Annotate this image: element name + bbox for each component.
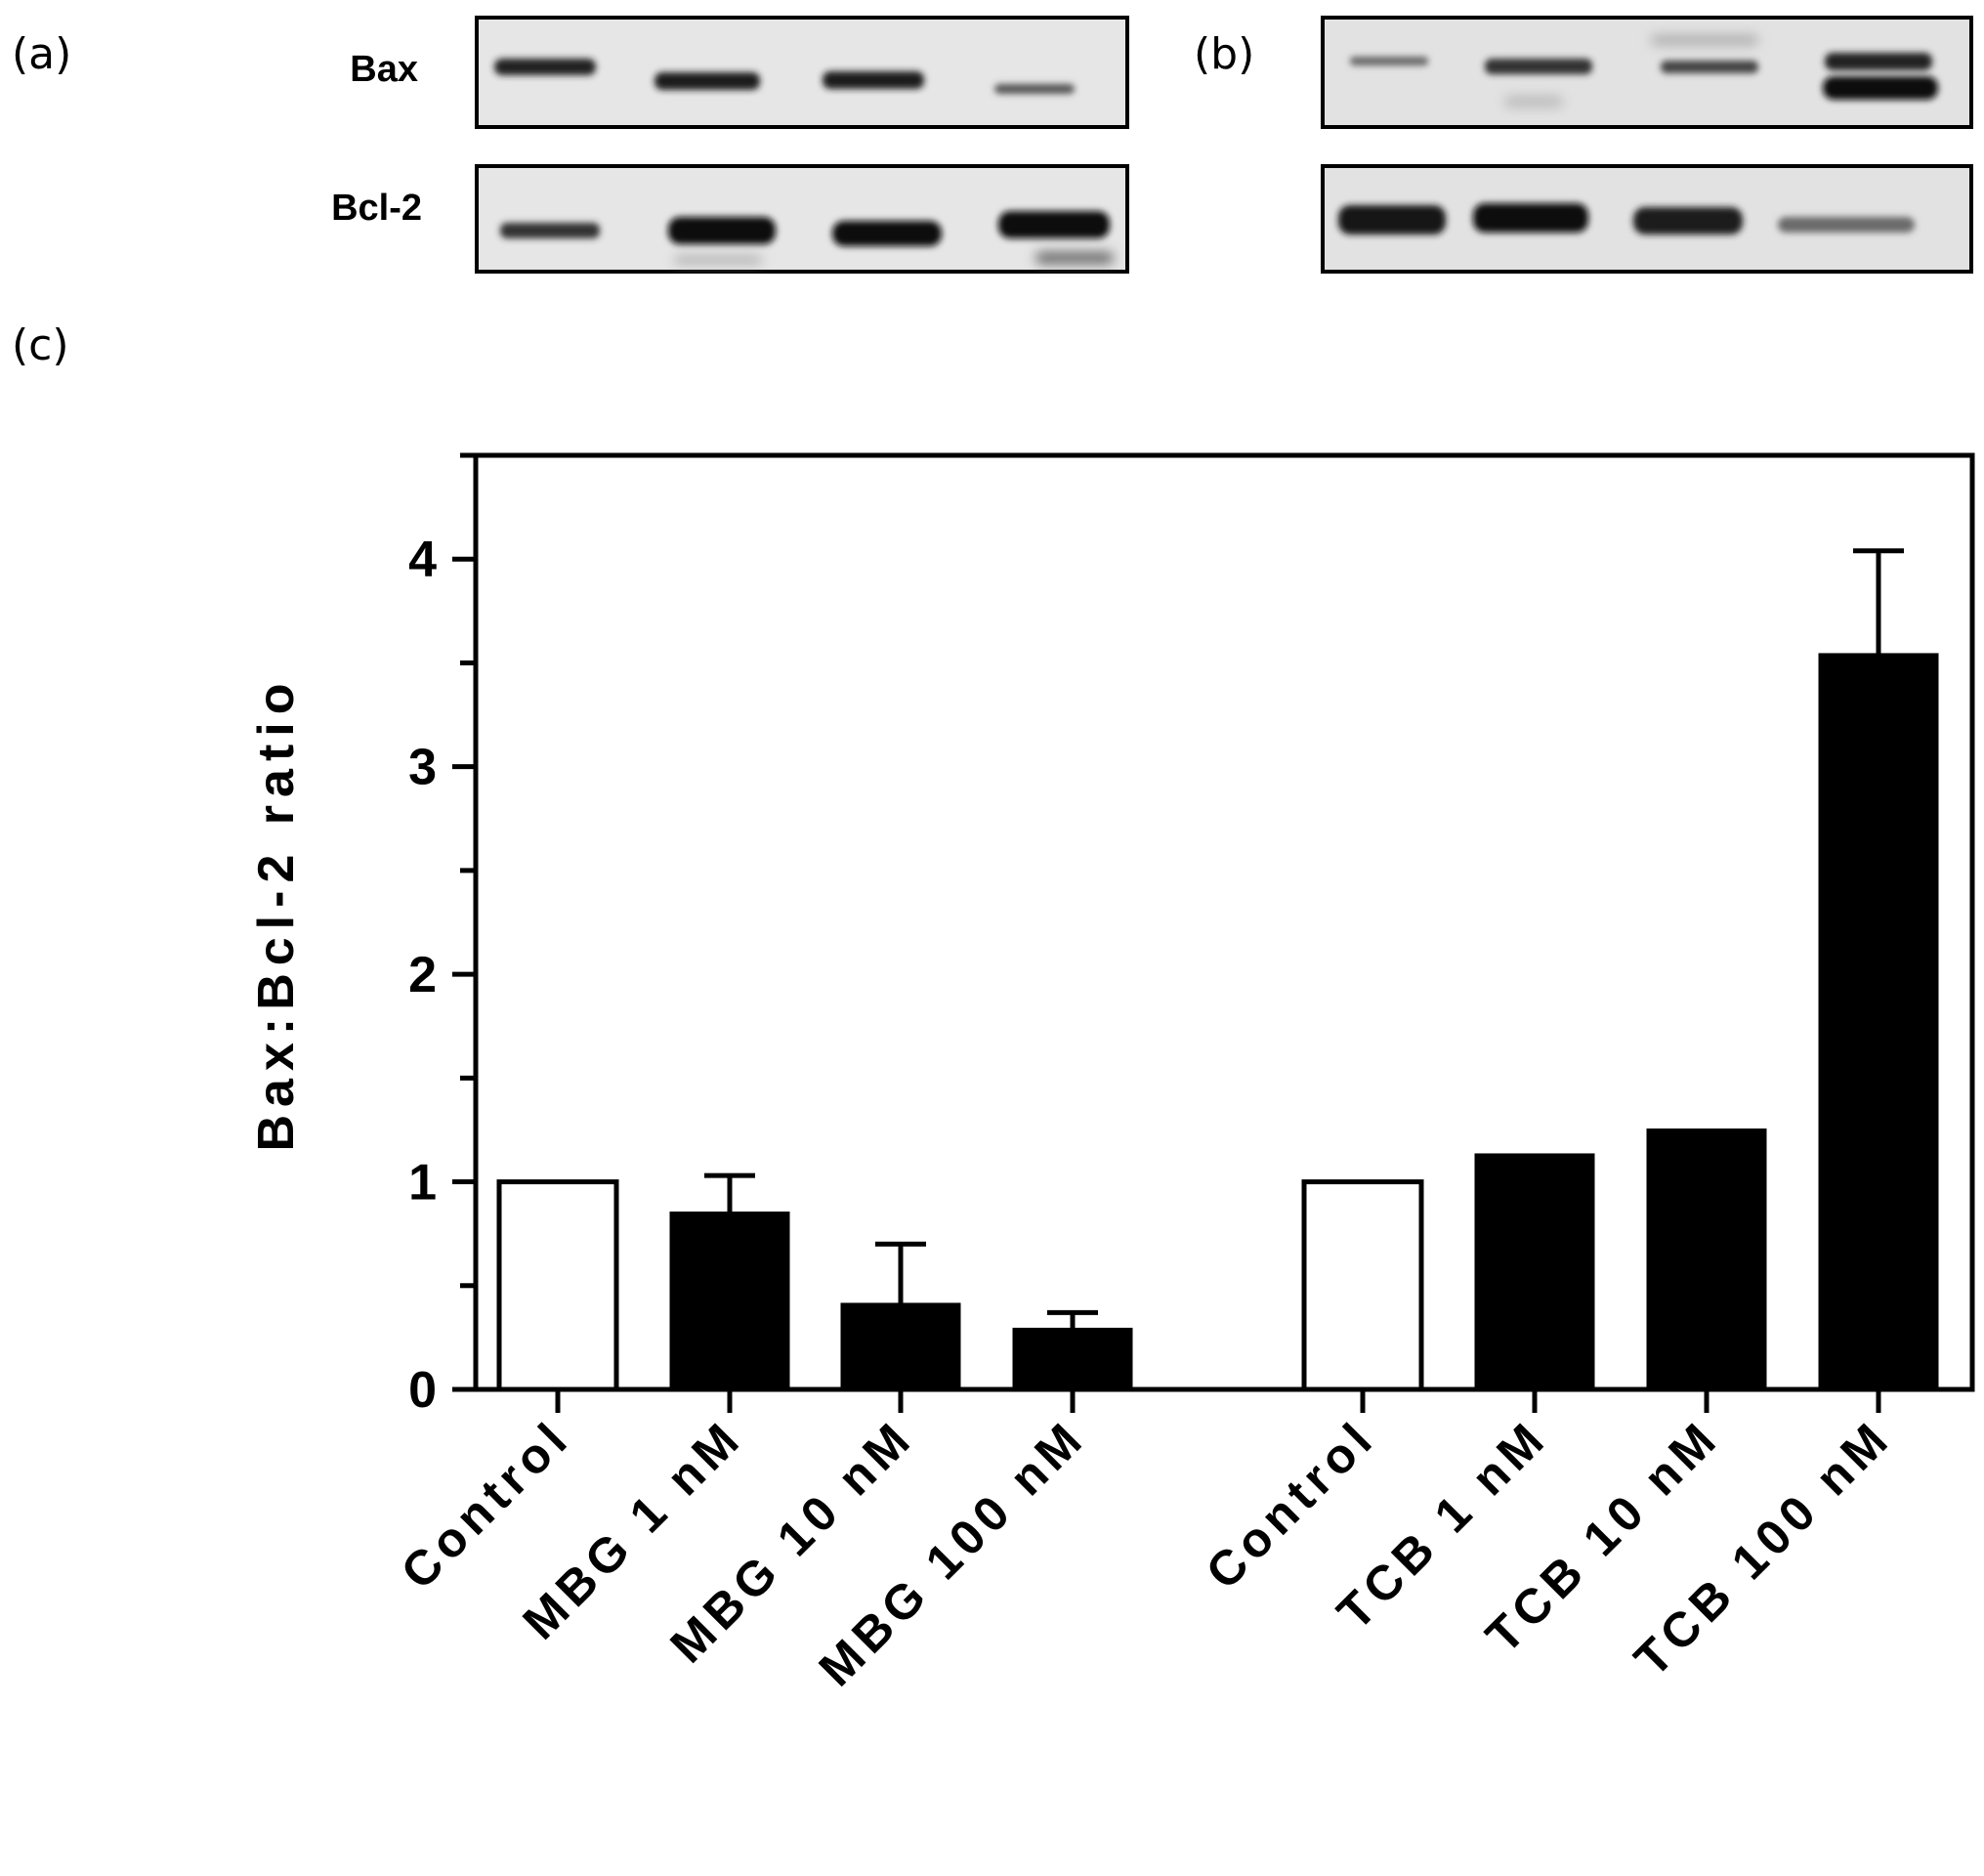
band (1823, 76, 1938, 100)
panel-label-b: (b) (1194, 29, 1254, 79)
bar (669, 1211, 790, 1391)
blot-a-bax (475, 16, 1129, 129)
bar (840, 1302, 961, 1391)
bar (1818, 653, 1939, 1391)
y-tick-label: 0 (408, 1362, 437, 1419)
blot-b-bax (1321, 16, 1973, 129)
band (668, 217, 776, 244)
band (1661, 61, 1758, 73)
band (1338, 205, 1446, 234)
band (500, 223, 600, 238)
plot-frame (473, 452, 1975, 1392)
band (1473, 203, 1588, 233)
band (1633, 207, 1743, 234)
blot-label-bcl2: Bcl-2 (331, 188, 422, 229)
bar (1474, 1153, 1595, 1391)
blot-label-bax: Bax (350, 49, 418, 90)
band (1825, 53, 1932, 70)
band (998, 211, 1110, 238)
y-tick-label: 4 (408, 532, 437, 588)
y-axis-title: Bax:Bcl-2 ratio (248, 676, 305, 1152)
bar (496, 1179, 619, 1392)
band (1485, 59, 1592, 74)
y-tick-label: 3 (408, 740, 437, 796)
bar (1301, 1179, 1424, 1392)
y-tick-label: 2 (408, 947, 437, 1003)
band (832, 221, 942, 246)
band (1778, 217, 1915, 233)
band (994, 84, 1075, 94)
panel-label-c: (c) (12, 320, 69, 370)
panel-label-a: (a) (12, 29, 71, 79)
bar (1646, 1128, 1767, 1391)
bar (1012, 1327, 1133, 1391)
y-tick-label: 1 (408, 1155, 437, 1212)
band (823, 71, 924, 89)
blot-a-bcl2 (475, 164, 1129, 274)
band (654, 72, 760, 90)
band (494, 59, 596, 75)
blot-b-bcl2 (1321, 164, 1973, 274)
band (1350, 57, 1428, 65)
